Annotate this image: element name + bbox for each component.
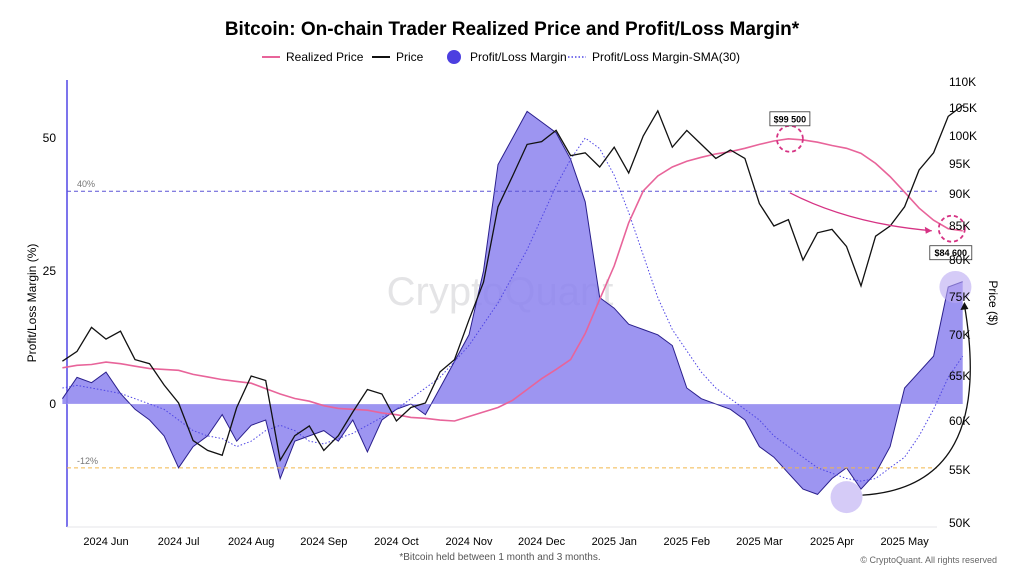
highlight-circle-high [939, 270, 972, 303]
legend-item: Price [372, 50, 424, 64]
legend-label: Profit/Loss Margin [470, 50, 567, 64]
right-tick-label: 110K [949, 75, 976, 89]
annotation-text-low: $84 600 [935, 248, 968, 258]
margin-outline [61, 110, 963, 495]
x-tick-label: 2025 Jan [592, 536, 637, 548]
right-tick-label: 90K [949, 187, 970, 201]
plot-area [66, 80, 937, 528]
annotation-box-high [769, 111, 811, 127]
x-axis: 2024 Jun 2024 Jul 2024 Aug 2024 Sep 2024 Oct… [83, 536, 929, 548]
annotation-arrowhead [924, 226, 932, 234]
annotation-circle-high [775, 124, 804, 153]
sma-layer [62, 137, 964, 482]
legend-item: Profit/Loss Margin [447, 50, 567, 64]
annotation-label-high: $99 500 [769, 111, 811, 127]
x-tick-label: 2024 Sep [300, 536, 347, 548]
right-tick-label: 85K [949, 219, 970, 233]
x-tick-label: 2024 Oct [374, 536, 419, 548]
x-tick-label: 2024 Nov [445, 536, 493, 548]
annotation-box-low [929, 245, 973, 261]
annotation-label-low: $84 600 [929, 245, 973, 261]
right-tick-label: 100K [949, 129, 977, 143]
price-line [62, 104, 964, 463]
left-tick-label: 50 [43, 131, 57, 145]
highlight-circle-low [830, 481, 863, 514]
legend-item: Profit/Loss Margin-SMA(30) [568, 50, 740, 64]
annotation-arrow-decline [789, 192, 932, 232]
right-tick-label: 75K [949, 290, 970, 304]
x-tick-label: 2025 Apr [810, 536, 854, 548]
x-tick-label: 2024 Dec [518, 536, 566, 548]
right-tick-label: 55K [949, 463, 970, 477]
left-axis-label: Profit/Loss Margin (%) [25, 244, 39, 363]
margin-layer [61, 110, 963, 495]
x-tick-label: 2024 Jul [158, 536, 200, 548]
right-axis: 110K 105K 100K 95K 90K 85K 80K 75K 70K 65K 60K 55K 5… [949, 75, 977, 530]
sma-line [62, 137, 964, 482]
realized-layer [62, 137, 963, 422]
footnote-text: *Bitcoin held between 1 month and 3 mont… [399, 552, 600, 563]
chart-title: Bitcoin: On-chain Trader Realized Price … [225, 19, 800, 40]
left-axis: 50 25 0 [43, 131, 57, 411]
left-tick-label: 0 [49, 397, 56, 411]
x-tick-label: 2024 Aug [228, 536, 275, 548]
legend-label: Realized Price [286, 50, 364, 64]
x-tick-label: 2025 Mar [736, 536, 783, 548]
x-tick-label: 2024 Jun [83, 536, 128, 548]
margin-area [62, 111, 963, 495]
right-tick-label: 105K [949, 101, 977, 115]
x-tick-label: 2025 Feb [664, 536, 710, 548]
annotation-circle-low [937, 214, 966, 243]
realized-price-line [62, 137, 963, 422]
legend-swatch-margin [447, 50, 461, 64]
annotations: $99 500 $84 600 [769, 111, 973, 514]
reference-lines: 40% -12% [67, 179, 937, 469]
recovery-arrowhead [960, 301, 969, 310]
legend-label: Price [396, 50, 424, 64]
right-tick-label: 70K [949, 328, 970, 342]
right-tick-label: 50K [949, 516, 970, 530]
credit-text: © CryptoQuant. All rights reserved [860, 555, 997, 565]
right-tick-label: 65K [949, 369, 970, 383]
price-layer [62, 104, 964, 463]
right-tick-label: 80K [949, 253, 970, 267]
right-tick-label: 60K [949, 414, 970, 428]
right-tick-label: 95K [949, 157, 970, 171]
chart-legend: Realized Price Price Profit/Loss Margin Pro… [262, 50, 740, 64]
left-tick-label: 25 [43, 264, 57, 278]
ref-label-upper: 40% [77, 179, 95, 189]
legend-label: Profit/Loss Margin-SMA(30) [592, 50, 740, 64]
ref-label-lower: -12% [77, 456, 98, 466]
annotation-text-high: $99 500 [774, 114, 807, 124]
x-tick-label: 2025 May [880, 536, 929, 548]
legend-item: Realized Price [262, 50, 364, 64]
recovery-arrow [862, 304, 971, 496]
right-axis-label: Price ($) [986, 280, 1000, 325]
